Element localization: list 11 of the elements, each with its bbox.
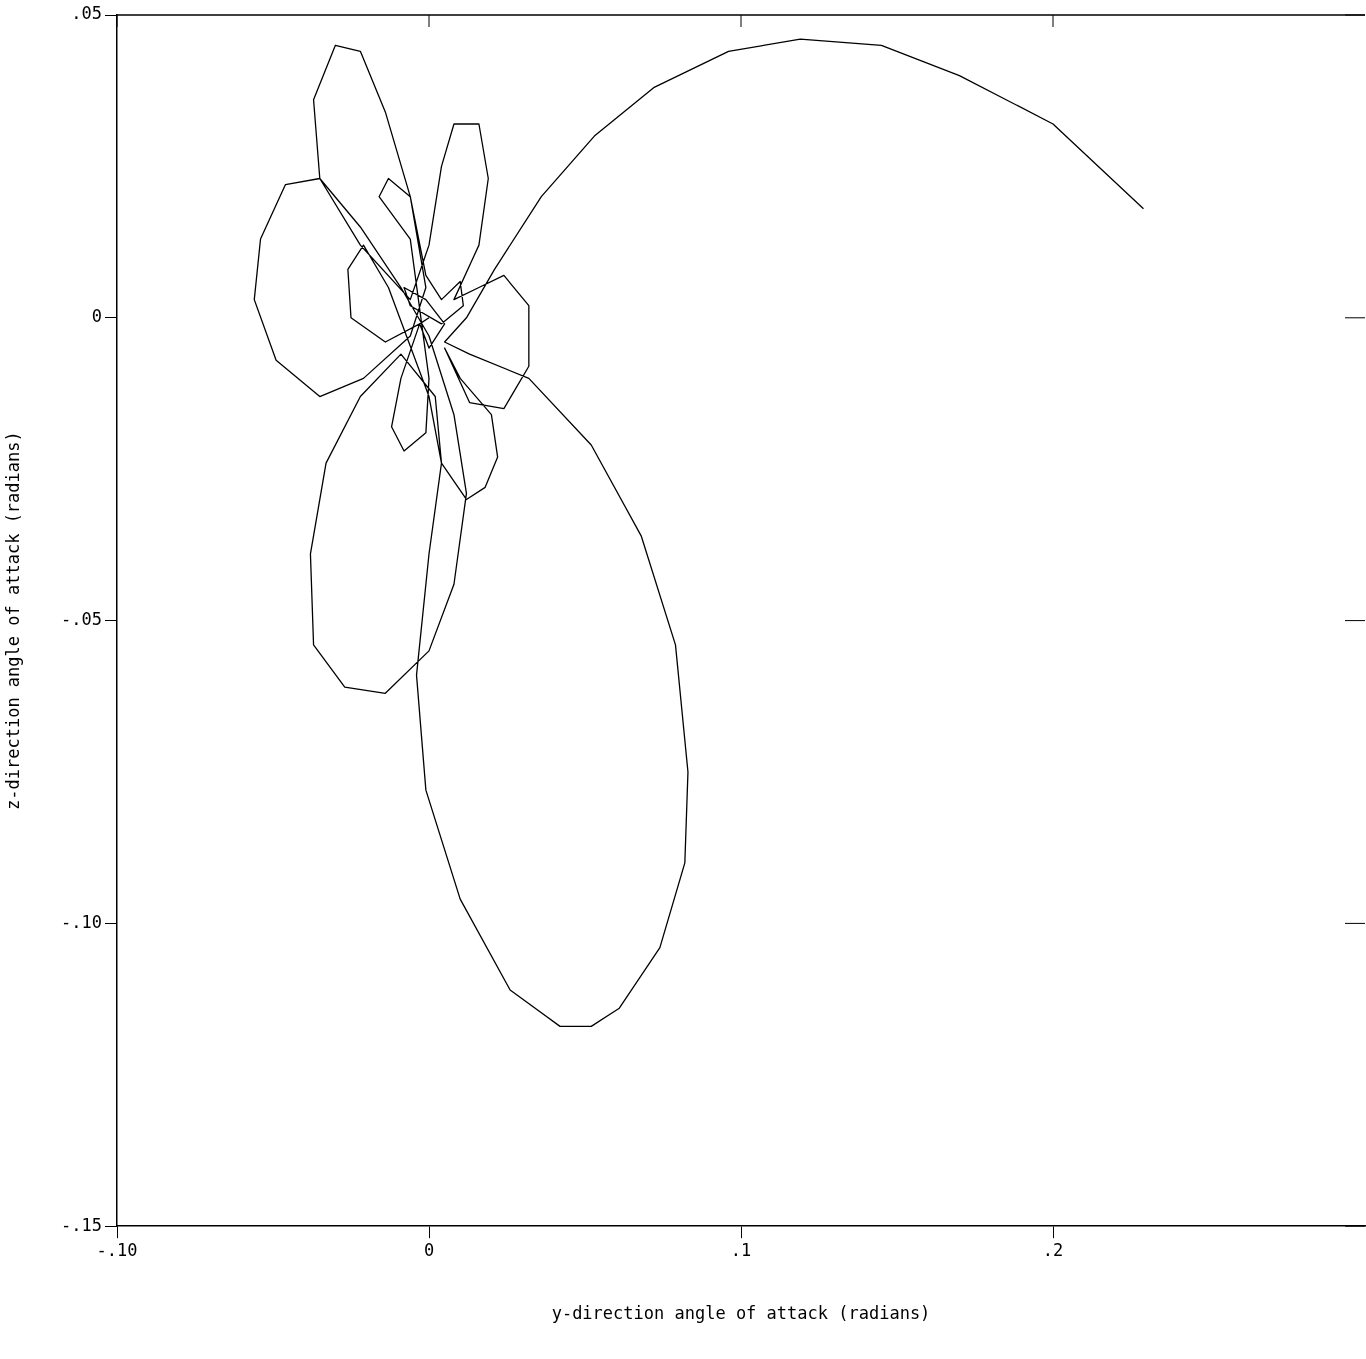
x-tick-label: -.10 bbox=[96, 1239, 138, 1260]
y-tick-label: .05 bbox=[71, 3, 102, 24]
x-tick-label: .1 bbox=[730, 1239, 752, 1260]
y-tick-label: -.05 bbox=[61, 609, 102, 630]
y-tick-label: -.10 bbox=[61, 911, 102, 932]
x-tick-label: 0 bbox=[423, 1239, 435, 1260]
y-tick-label: -.15 bbox=[61, 1214, 102, 1235]
y-axis-title: z-direction angle of attack (radians) bbox=[2, 431, 23, 810]
y-tick-label: 0 bbox=[91, 306, 102, 327]
x-axis-title: y-direction angle of attack (radians) bbox=[551, 1303, 931, 1324]
x-tick-label: .2 bbox=[1042, 1239, 1064, 1260]
